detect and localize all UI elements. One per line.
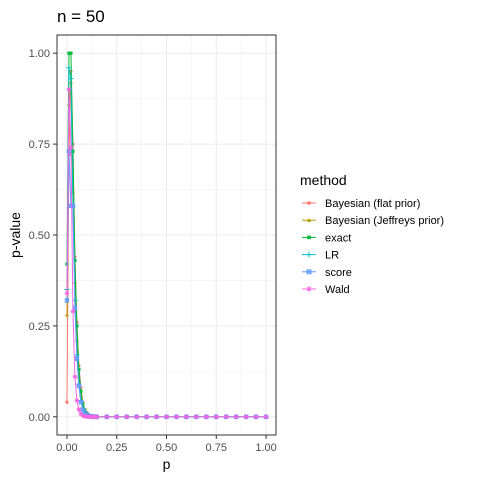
data-point: [154, 414, 159, 420]
data-point: [174, 414, 179, 420]
data-point: [263, 414, 269, 420]
legend-item: Bayesian (flat prior): [302, 198, 420, 210]
legend-key-marker: [306, 286, 312, 292]
data-point: [74, 398, 80, 403]
y-tick-label: 1.00: [29, 48, 50, 60]
legend: method Bayesian (flat prior) Bayesian (Je…: [300, 172, 444, 296]
legend-label: Wald: [325, 284, 350, 296]
data-point: [64, 290, 70, 296]
y-axis: 0.00 0.25 0.50 0.75 1.00: [29, 48, 57, 424]
data-point: [68, 145, 74, 151]
data-point: [253, 414, 259, 420]
data-point: [184, 414, 189, 420]
legend-label: Bayesian (Jeffreys prior): [325, 215, 444, 227]
legend-key-marker: [306, 269, 312, 275]
x-tick-label: 0.25: [106, 442, 127, 454]
data-point: [114, 414, 120, 420]
legend-label: LR: [325, 250, 339, 262]
legend-key-marker: [307, 235, 311, 240]
data-point: [79, 389, 83, 393]
data-point: [77, 367, 81, 372]
data-point: [69, 51, 73, 55]
series-5: [64, 87, 269, 420]
chart-title: n = 50: [57, 7, 105, 26]
data-point: [233, 414, 239, 420]
legend-label: Bayesian (flat prior): [325, 198, 420, 210]
legend-label: exact: [325, 232, 351, 244]
data-point: [193, 414, 199, 420]
x-tick-label: 0.00: [56, 442, 77, 454]
legend-key-marker: [306, 251, 312, 258]
legend-item: Bayesian (Jeffreys prior): [302, 215, 444, 227]
legend-item: Wald: [302, 284, 350, 296]
legend-label: score: [325, 267, 352, 279]
y-tick-label: 0.75: [29, 139, 50, 151]
data-point: [243, 414, 249, 420]
data-point: [78, 411, 84, 417]
data-point: [70, 308, 76, 314]
legend-key-marker: [307, 201, 311, 205]
data-point: [78, 400, 84, 405]
data-point: [76, 407, 82, 412]
data-point: [164, 414, 169, 420]
data-point: [134, 414, 140, 420]
x-tick-label: 1.00: [255, 442, 276, 454]
data-point: [75, 324, 79, 328]
data-point: [64, 313, 69, 317]
data-point: [72, 374, 78, 380]
data-point: [80, 413, 86, 419]
legend-key-marker: [306, 217, 312, 222]
x-axis-title: p: [163, 456, 171, 472]
data-point: [68, 76, 74, 82]
y-tick-label: 0.00: [29, 412, 50, 424]
data-point: [64, 298, 70, 303]
data-point: [66, 65, 72, 71]
x-axis: 0.00 0.25 0.50 0.75 1.00: [56, 435, 277, 454]
legend-item: exact: [302, 232, 351, 244]
x-tick-label: 0.75: [206, 442, 227, 454]
y-axis-title: p-value: [7, 212, 23, 258]
data-point: [203, 414, 209, 420]
data-point: [73, 258, 77, 263]
data-point: [71, 149, 75, 153]
legend-title: method: [300, 172, 347, 188]
data-point: [223, 414, 229, 420]
data-point: [104, 414, 110, 420]
x-tick-label: 0.50: [156, 442, 177, 454]
data-point: [66, 87, 72, 92]
data-point: [67, 51, 71, 55]
data-point: [213, 414, 219, 420]
y-tick-label: 0.25: [29, 321, 50, 333]
data-point: [65, 400, 69, 404]
data-point: [124, 414, 130, 420]
y-tick-label: 0.50: [29, 230, 50, 242]
data-point: [76, 383, 82, 389]
data-point: [144, 414, 149, 420]
legend-item: score: [302, 267, 352, 279]
series-layer: [64, 51, 269, 420]
data-point: [74, 356, 80, 361]
legend-item: LR: [302, 250, 339, 262]
data-point: [94, 414, 100, 420]
plot-panel: [56, 34, 277, 436]
